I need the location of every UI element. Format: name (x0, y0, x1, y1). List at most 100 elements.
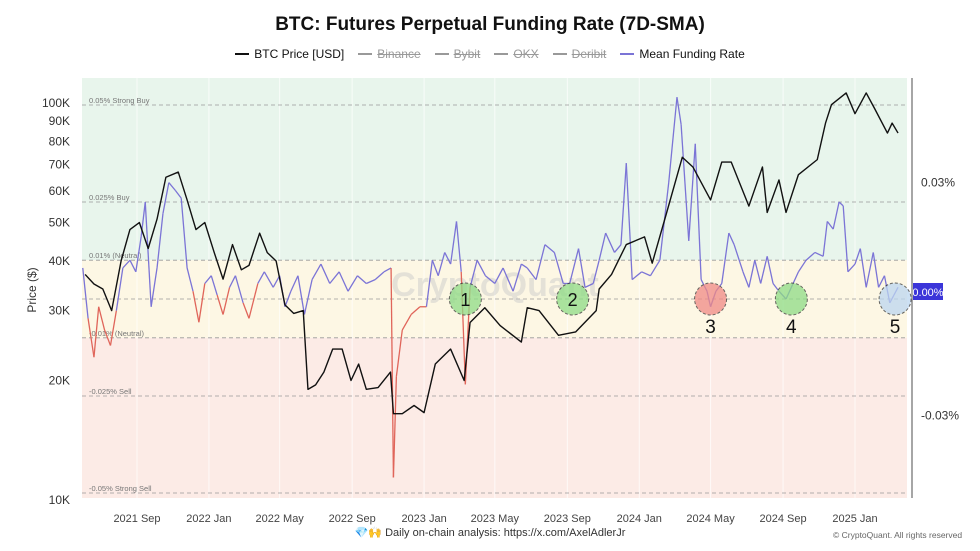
funding-rate-segment (814, 251, 824, 257)
funding-rate-segment (284, 291, 292, 307)
x-tick-label: 2022 May (256, 513, 305, 525)
funding-rate-segment (625, 163, 633, 280)
btc-price-line (84, 92, 899, 415)
legend-label: OKX (513, 47, 539, 61)
funding-rate-segment (87, 318, 95, 358)
y-left-tick-label: 80K (49, 134, 70, 148)
funding-rate-segment (216, 294, 224, 315)
legend-label: BTC Price [USD] (254, 47, 345, 61)
funding-rate-segment (688, 143, 696, 241)
funding-rate-segment (842, 205, 849, 272)
footer: 💎🙌 Daily on-chain analysis: https://x.co… (0, 526, 980, 539)
funding-rate-segment (115, 267, 124, 311)
funding-rate-segment (728, 232, 735, 245)
funding-rate-segment (311, 263, 322, 280)
funding-rate-segment (198, 283, 206, 323)
footer-link[interactable]: https://x.com/AxelAdlerJr (503, 527, 626, 539)
funding-rate-segment (797, 259, 807, 273)
funding-rate-segment (854, 248, 861, 265)
funding-rate-segment (772, 283, 780, 292)
y-right-tick-label: 0.03% (921, 176, 955, 190)
funding-rate-segment (437, 252, 446, 276)
funding-rate-segment (822, 221, 828, 257)
funding-rate-segment (847, 263, 856, 273)
funding-rate-segment (98, 306, 106, 331)
funding-rate-segment (357, 275, 367, 284)
level-label: -0.025% Sell (89, 387, 132, 396)
funding-rate-segment (512, 263, 522, 292)
funding-rate-segment (865, 252, 874, 288)
funding-rate-segment (605, 232, 616, 253)
legend-item[interactable]: OKX (494, 47, 539, 61)
legend-item[interactable]: Mean Funding Rate (620, 47, 745, 61)
funding-rate-segment (135, 236, 142, 272)
funding-rate-segment (449, 221, 458, 265)
annotation-circle (556, 282, 590, 316)
funding-rate-segment (257, 271, 265, 284)
funding-rate-segment (535, 244, 546, 280)
funding-rate-segment (338, 271, 349, 292)
diamond-hands-icon: 💎🙌 (354, 527, 383, 539)
funding-rate-segment (680, 124, 690, 241)
x-tick-label: 2023 Sep (544, 513, 591, 525)
current-value-badge (913, 283, 943, 300)
funding-rate-segment (805, 251, 816, 261)
legend-swatch (552, 53, 567, 55)
funding-rate-segment (569, 248, 580, 284)
funding-rate-segment (592, 260, 600, 284)
legend-label: Deribit (571, 47, 607, 61)
legend-label: Mean Funding Rate (639, 47, 745, 61)
legend-item[interactable]: Deribit (552, 47, 607, 61)
funding-rate-segment (329, 271, 340, 284)
funding-rate-segment (168, 182, 176, 191)
funding-rate-segment (234, 275, 244, 304)
funding-rate-segment (103, 329, 112, 346)
funding-rate-segment (754, 260, 762, 284)
funding-rate-segment (838, 201, 844, 207)
chart-title: BTC: Futures Perpetual Funding Rate (7D-… (275, 14, 705, 35)
annotation-circle (878, 282, 912, 316)
funding-rate-segment (502, 267, 514, 292)
funding-rate-segment (82, 267, 89, 319)
funding-rate-segment (455, 221, 462, 272)
funding-rate-segment (180, 198, 188, 269)
y-left-tick-label: 40K (49, 254, 70, 268)
annotation-circle (694, 282, 728, 316)
x-tick-label: 2024 Sep (760, 513, 807, 525)
funding-rate-segment (476, 259, 486, 277)
level-label: 0.025% Buy (89, 193, 130, 202)
legend-label: Bybit (453, 47, 481, 61)
funding-rate-segment (444, 252, 452, 265)
x-tick-label: 2023 Jan (401, 513, 446, 525)
funding-rate-segment (613, 244, 622, 253)
funding-rate-segment (222, 287, 231, 315)
funding-rate-segment (347, 275, 359, 292)
funding-rate-segment (676, 97, 682, 125)
funding-rate-segment (186, 267, 194, 292)
y-left-tick-label: 100K (42, 96, 70, 110)
funding-rate-segment (401, 314, 412, 331)
funding-rate-segment (832, 201, 840, 230)
funding-rate-segment (410, 306, 421, 316)
funding-rate-segment (144, 201, 152, 307)
funding-rate-segment (93, 306, 100, 358)
y-left-tick-label: 90K (49, 114, 70, 128)
x-tick-label: 2023 May (471, 513, 520, 525)
legend-item[interactable]: BTC Price [USD] (235, 47, 344, 61)
funding-rate-segment (156, 213, 164, 269)
y-left-tick-label: 60K (49, 184, 70, 198)
current-value-text: 0.00% (912, 287, 943, 299)
funding-rate-segment (826, 221, 834, 230)
funding-rate-segment (484, 275, 496, 284)
funding-rate-segment (584, 282, 594, 288)
funding-rate-segment (392, 376, 398, 478)
funding-rate-segment (204, 275, 212, 284)
y-left-tick-label: 10K (49, 493, 70, 507)
legend-item[interactable]: Binance (358, 47, 421, 61)
legend-item[interactable]: Bybit (434, 47, 481, 61)
funding-rate-segment (210, 275, 218, 296)
x-tick-label: 2022 Sep (329, 513, 376, 525)
funding-rate-segment (174, 189, 182, 199)
